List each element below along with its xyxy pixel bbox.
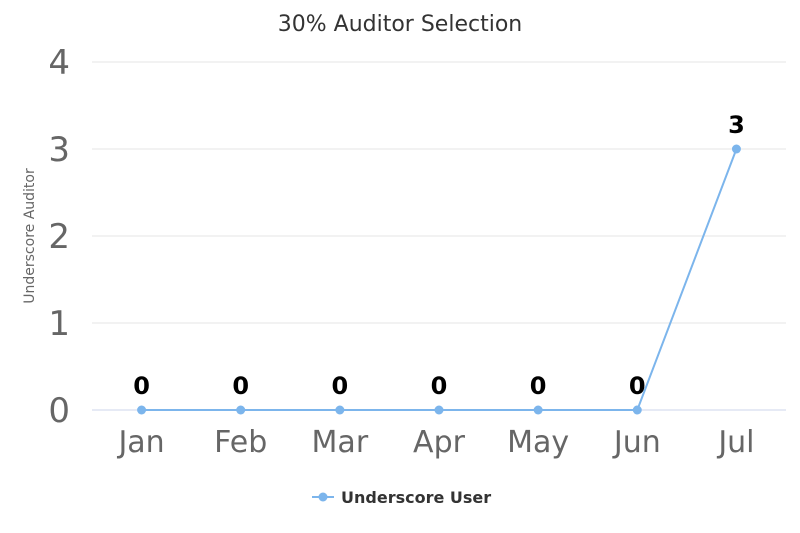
y-tick-label: 4 bbox=[48, 43, 70, 83]
data-label: 0 bbox=[133, 372, 150, 400]
x-tick-label: Jul bbox=[716, 425, 754, 460]
data-point[interactable] bbox=[335, 405, 345, 415]
data-point[interactable] bbox=[533, 405, 543, 415]
data-label: 0 bbox=[332, 372, 349, 400]
y-tick-label: 1 bbox=[48, 304, 70, 344]
data-label: 0 bbox=[530, 372, 547, 400]
x-tick-label: Feb bbox=[214, 425, 267, 460]
grid-lines bbox=[92, 61, 786, 411]
data-point[interactable] bbox=[434, 405, 444, 415]
data-labels: 0 0 0 0 0 0 3 bbox=[133, 111, 745, 400]
y-tick-label: 0 bbox=[48, 391, 70, 431]
x-tick-label: May bbox=[507, 425, 569, 460]
data-label: 3 bbox=[728, 111, 745, 139]
y-axis-ticks: 0 1 2 3 4 bbox=[48, 43, 70, 431]
data-label: 0 bbox=[232, 372, 249, 400]
data-label: 0 bbox=[629, 372, 646, 400]
x-tick-label: Apr bbox=[413, 425, 466, 460]
data-point[interactable] bbox=[632, 405, 642, 415]
data-point[interactable] bbox=[137, 405, 147, 415]
series-line bbox=[141, 148, 738, 411]
y-axis-label: Underscore Auditor bbox=[22, 168, 38, 304]
legend-marker-icon bbox=[318, 492, 328, 502]
legend[interactable]: Underscore User bbox=[312, 488, 491, 507]
data-point[interactable] bbox=[731, 144, 741, 154]
x-axis-ticks: Jan Feb Mar Apr May Jun Jul bbox=[116, 425, 754, 460]
series-layer bbox=[137, 144, 741, 415]
y-tick-label: 3 bbox=[48, 130, 70, 170]
x-tick-label: Jun bbox=[612, 425, 661, 460]
data-label: 0 bbox=[431, 372, 448, 400]
x-tick-label: Mar bbox=[312, 425, 369, 460]
x-tick-label: Jan bbox=[116, 425, 164, 460]
y-tick-label: 2 bbox=[48, 217, 70, 257]
data-point[interactable] bbox=[236, 405, 246, 415]
chart-title: 30% Auditor Selection bbox=[278, 12, 522, 37]
legend-item-underscore-user: Underscore User bbox=[341, 488, 491, 507]
